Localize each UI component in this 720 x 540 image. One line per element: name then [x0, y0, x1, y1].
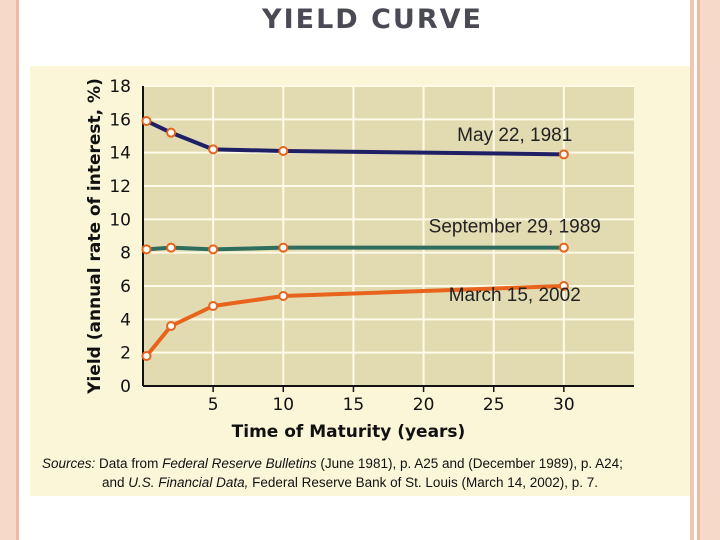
series-label: March 15, 2002 [449, 285, 581, 306]
left-border-decoration [0, 0, 19, 540]
x-tick-label: 30 [553, 395, 575, 415]
data-point [208, 244, 219, 255]
y-tick-label: 16 [109, 110, 131, 130]
data-point [141, 116, 152, 126]
data-point [166, 242, 177, 253]
sources-text-2: (June 1981), p. A25 and (December 1989),… [316, 456, 623, 471]
data-point [558, 242, 569, 253]
y-tick-label: 6 [120, 277, 131, 297]
data-point [141, 351, 152, 361]
sources-note: Sources: Data from Federal Reserve Bulle… [42, 454, 682, 492]
right-border-stripe [690, 0, 694, 540]
y-tick-label: 8 [120, 244, 131, 264]
sources-text-4: Federal Reserve Bank of St. Louis (March… [248, 475, 599, 490]
y-tick-label: 18 [109, 77, 131, 97]
y-tick-label: 0 [120, 377, 131, 397]
sources-label: Sources: [42, 456, 96, 471]
sources-publication-2: U.S. Financial Data, [128, 475, 249, 490]
series-label: September 29, 1989 [429, 217, 601, 238]
right-border-decoration [697, 0, 720, 540]
y-tick-label: 12 [109, 177, 131, 197]
yield-curve-chart: 0 2 4 6 8 10 12 14 16 18 5 10 15 20 25 30 May 22, 1981 S… [85, 77, 634, 442]
data-point [208, 144, 219, 155]
data-point [208, 301, 219, 311]
x-tick-label: 10 [272, 395, 294, 415]
data-point [141, 244, 152, 255]
sources-text-1: Data from [99, 456, 163, 471]
y-tick-label: 2 [120, 344, 131, 364]
plot-area [143, 86, 634, 386]
data-point [278, 242, 289, 253]
series-label: May 22, 1981 [457, 125, 572, 146]
x-tick-label: 25 [483, 395, 505, 415]
data-point [166, 321, 177, 331]
data-point [558, 149, 569, 160]
x-tick-label: 20 [413, 395, 435, 415]
y-tick-label: 4 [120, 310, 131, 330]
yield-curve-figure: 0 2 4 6 8 10 12 14 16 18 5 10 15 20 25 30 May 22, 1981 S… [30, 66, 690, 496]
sources-publication-1: Federal Reserve Bulletins [162, 456, 317, 471]
data-point [278, 291, 289, 301]
data-point [166, 127, 177, 138]
x-axis-label: Time of Maturity (years) [232, 422, 466, 442]
x-tick-label: 5 [208, 395, 219, 415]
sources-text-3: and [102, 475, 129, 490]
slide-title: YIELD CURVE [262, 4, 483, 35]
y-tick-label: 10 [109, 210, 131, 230]
y-axis-label: Yield (annual rate of interest, %) [85, 78, 105, 395]
x-tick-label: 15 [343, 395, 365, 415]
y-tick-label: 14 [109, 144, 131, 164]
data-point [278, 146, 289, 156]
data-point [558, 281, 569, 291]
